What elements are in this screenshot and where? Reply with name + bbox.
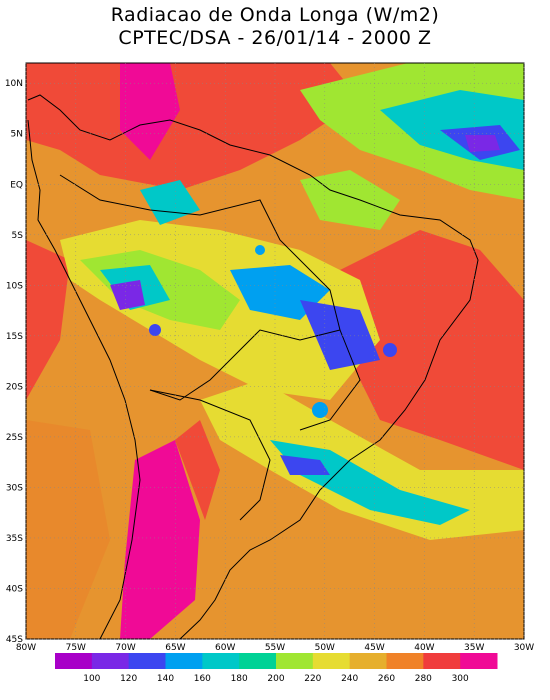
colorbar-swatch [91, 653, 130, 669]
lat-label: 10S [6, 281, 23, 291]
colorbar-swatch [128, 653, 166, 669]
lon-label: 50W [315, 643, 335, 653]
colorbar-label: 280 [415, 674, 432, 684]
lon-label: 65W [165, 643, 185, 653]
colorbar-label: 140 [157, 674, 174, 684]
colorbar-swatch [386, 653, 424, 669]
lon-label: 60W [215, 643, 235, 653]
colorbar [55, 653, 498, 669]
lat-label: 20S [6, 382, 23, 392]
colorbar-labels: 100 120 140 160 180 200 220 240 260 280 300 [83, 674, 469, 684]
lon-label: 55W [265, 643, 285, 653]
lat-label: 40S [6, 584, 23, 594]
colorbar-swatch [349, 653, 387, 669]
colorbar-swatch [460, 653, 498, 669]
chart-subtitle: CPTEC/DSA - 26/01/14 - 2000 Z [118, 27, 432, 49]
lon-label: 70W [115, 643, 135, 653]
colorbar-swatch [276, 653, 314, 669]
colorbar-swatch [202, 653, 240, 669]
longitude-labels: 80W 75W 70W 65W 60W 55W 50W 45W 40W 35W 30W [16, 643, 534, 653]
colorbar-label: 240 [341, 674, 358, 684]
colorbar-swatch [312, 653, 351, 669]
latitude-labels: 10N 5N EQ 5S 10S 15S 20S 25S 30S 35S 40S 45S [5, 79, 23, 645]
lon-label: 40W [414, 643, 434, 653]
lat-label: 25S [6, 433, 23, 443]
colorbar-label: 220 [304, 674, 321, 684]
colorbar-label: 160 [194, 674, 211, 684]
colorbar-label: 200 [267, 674, 284, 684]
olr-field [26, 63, 524, 639]
lat-label: 35S [6, 534, 23, 544]
colorbar-swatch [165, 653, 203, 669]
lat-label: EQ [10, 180, 23, 190]
lon-label: 75W [66, 643, 86, 653]
lat-label: 45S [6, 635, 23, 645]
colorbar-swatch [423, 653, 461, 669]
chart-title: Radiacao de Onda Longa (W/m2) [110, 4, 440, 26]
lon-label: 45W [364, 643, 384, 653]
colorbar-swatch [55, 653, 93, 669]
lat-label: 5S [12, 231, 24, 241]
lat-label: 15S [6, 332, 23, 342]
colorbar-label: 260 [378, 674, 395, 684]
lon-label: 35W [464, 643, 484, 653]
colorbar-label: 180 [231, 674, 248, 684]
colorbar-label: 100 [83, 674, 100, 684]
coastline-borders [27, 94, 479, 640]
lat-label: 5N [11, 130, 23, 140]
colorbar-swatch [239, 653, 277, 669]
graticule [25, 63, 525, 640]
colorbar-label: 300 [452, 674, 469, 684]
lat-label: 10N [5, 79, 23, 89]
lon-label: 30W [514, 643, 534, 653]
colorbar-label: 120 [120, 674, 137, 684]
lat-label: 30S [6, 483, 23, 493]
lon-label: 80W [16, 643, 36, 653]
